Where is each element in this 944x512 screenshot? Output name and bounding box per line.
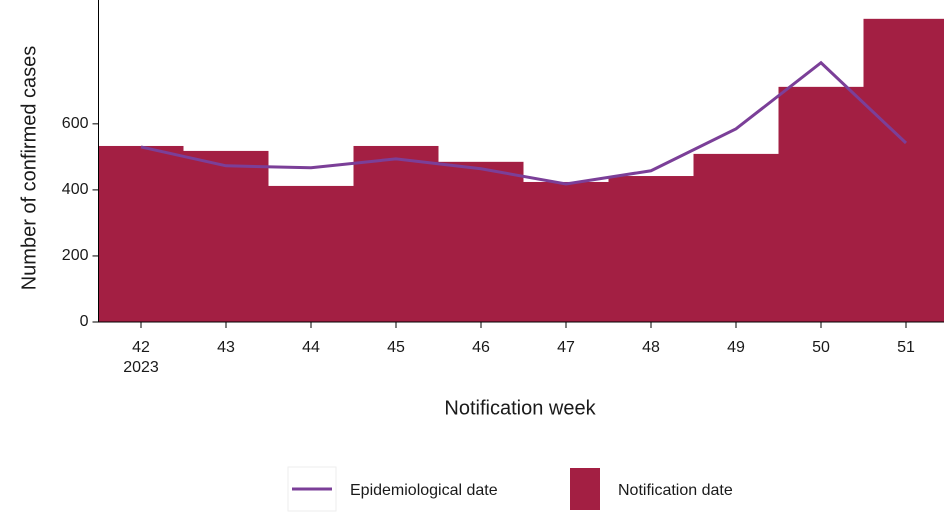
bar: [98, 145, 184, 322]
x-tick-label: 51: [897, 339, 915, 356]
bar: [268, 185, 354, 322]
x-tick-label: 47: [557, 339, 575, 356]
y-tick-label: 400: [62, 181, 89, 198]
bar: [353, 145, 439, 322]
bar: [523, 181, 609, 322]
y-tick-label: 600: [62, 115, 89, 132]
bar: [778, 86, 864, 322]
x-year-label: 2023: [123, 359, 159, 376]
x-tick-label: 50: [812, 339, 830, 356]
x-tick-label: 45: [387, 339, 405, 356]
line-series: [140, 60, 908, 186]
bar: [693, 153, 779, 322]
legend-label: Notification date: [618, 482, 733, 499]
x-tick-label: 49: [727, 339, 745, 356]
x-tick-label: 42: [132, 339, 150, 356]
bar: [608, 176, 694, 322]
legend-label: Epidemiological date: [350, 482, 498, 499]
x-tick-label: 43: [217, 339, 235, 356]
x-axis-title: Notification week: [444, 397, 596, 419]
x-tick-label: 44: [302, 339, 320, 356]
x-tick-label: 46: [472, 339, 490, 356]
bar: [438, 161, 524, 322]
x-tick-label: 48: [642, 339, 660, 356]
bar: [863, 18, 944, 322]
legend-swatch: [570, 468, 600, 510]
y-axis-title: Number of confirmed cases: [18, 46, 40, 291]
y-tick-label: 200: [62, 247, 89, 264]
bar: [183, 150, 269, 322]
y-tick-label: 0: [80, 313, 89, 330]
